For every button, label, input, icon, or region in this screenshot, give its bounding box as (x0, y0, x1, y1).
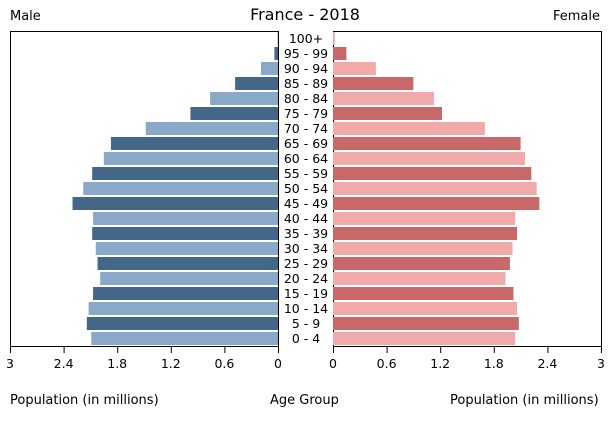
male-bar (88, 302, 278, 315)
female-bar (333, 302, 518, 315)
male-bar (103, 152, 278, 165)
x-tick-label: 1.8 (484, 356, 504, 371)
male-panel-frame (10, 31, 279, 347)
female-bar (333, 182, 537, 195)
male-bar (91, 332, 278, 345)
age-group-tick-label: 90 - 94 (284, 61, 328, 76)
male-bar (92, 227, 278, 240)
x-tick-label: 2.4 (537, 356, 557, 371)
male-bar (145, 122, 278, 135)
age-group-tick-label: 35 - 39 (284, 226, 328, 241)
x-tick-label: 0 (274, 356, 282, 371)
male-bar (92, 167, 278, 180)
x-tick-label: 3 (6, 356, 14, 371)
age-group-tick-label: 30 - 34 (284, 241, 328, 256)
x-axis-label-male: Population (in millions) (10, 393, 159, 408)
age-group-tick-label: 65 - 69 (284, 136, 328, 151)
age-group-tick-label: 85 - 89 (284, 76, 328, 91)
age-group-tick-label: 45 - 49 (284, 196, 328, 211)
age-group-tick-label: 70 - 74 (284, 121, 328, 136)
female-bar (333, 137, 521, 150)
female-bar (333, 317, 519, 330)
female-bar (333, 272, 506, 285)
age-group-tick-label: 40 - 44 (284, 211, 328, 226)
male-bar (274, 47, 278, 60)
male-bar (210, 92, 278, 105)
male-bar (95, 242, 278, 255)
age-group-tick-label: 10 - 14 (284, 301, 328, 316)
x-tick-label: 0.6 (377, 356, 397, 371)
age-group-tick-label: 20 - 24 (284, 271, 328, 286)
male-bar (100, 272, 278, 285)
female-bar (333, 212, 516, 225)
age-group-label: Age Group (270, 393, 339, 408)
female-bar (333, 32, 335, 45)
male-bar (97, 257, 279, 270)
female-bar (333, 47, 347, 60)
age-group-tick-label: 60 - 64 (284, 151, 328, 166)
female-bar (333, 107, 442, 120)
male-bar (86, 317, 279, 330)
female-bar (333, 92, 434, 105)
x-tick-label: 1.8 (107, 356, 127, 371)
age-group-tick-label: 15 - 19 (284, 286, 328, 301)
age-group-tick-label: 0 - 4 (292, 331, 320, 346)
female-bar (333, 77, 414, 90)
male-bar (93, 212, 278, 225)
female-bar (333, 62, 376, 75)
age-group-tick-label: 95 - 99 (284, 46, 328, 61)
male-bar (72, 197, 279, 210)
male-bar (110, 137, 279, 150)
x-tick-label: 1.2 (161, 356, 181, 371)
age-group-tick-label: 100+ (289, 31, 323, 46)
male-bar (235, 77, 278, 90)
female-bar (333, 257, 510, 270)
age-group-tick-label: 75 - 79 (284, 106, 328, 121)
x-tick-label: 3 (597, 356, 605, 371)
x-tick-label: 0 (329, 356, 337, 371)
male-bar (261, 62, 278, 75)
x-tick-label: 2.4 (54, 356, 74, 371)
x-axis-label-female: Population (in millions) (450, 393, 599, 408)
female-label: Female (552, 9, 600, 24)
age-group-tick-label: 80 - 84 (284, 91, 328, 106)
male-bar (93, 287, 278, 300)
male-bar (83, 182, 279, 195)
male-bar (190, 107, 278, 120)
x-tick-label: 1.2 (430, 356, 450, 371)
female-bar (333, 122, 485, 135)
female-bar (333, 197, 540, 210)
age-group-tick-label: 5 - 9 (292, 316, 320, 331)
age-group-tick-label: 55 - 59 (284, 166, 328, 181)
female-bar (333, 152, 526, 165)
x-tick-label: 0.6 (214, 356, 234, 371)
female-bar (333, 242, 513, 255)
female-bar (333, 332, 516, 345)
male-label: Male (10, 9, 41, 24)
chart-title: France - 2018 (250, 5, 360, 24)
age-group-tick-label: 25 - 29 (284, 256, 328, 271)
female-bar (333, 227, 518, 240)
female-bar (333, 287, 514, 300)
age-group-tick-label: 50 - 54 (284, 181, 328, 196)
female-bar (333, 167, 532, 180)
